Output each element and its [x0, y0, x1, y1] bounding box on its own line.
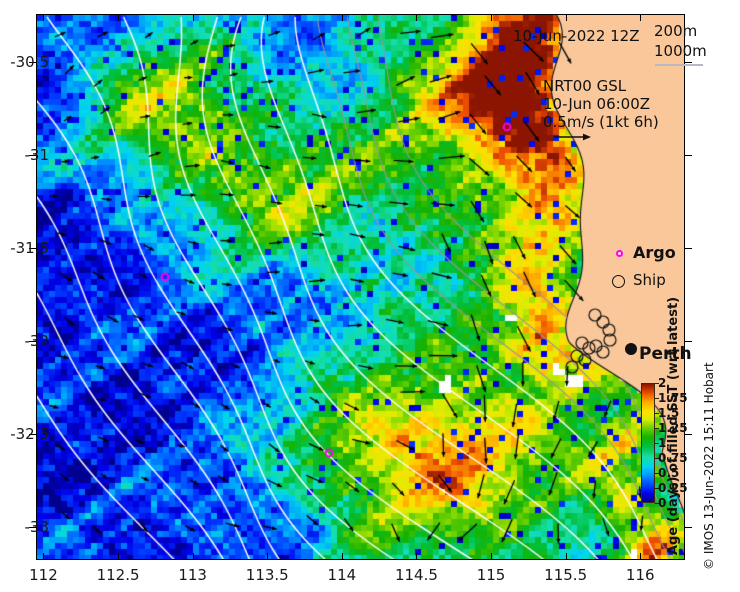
- credit-label: © IMOS 13-Jun-2022 15:11 Hobart: [702, 362, 716, 570]
- y-axis-tick: [685, 340, 692, 342]
- colorbar-tick: [655, 458, 659, 459]
- x-axis-tick: [640, 553, 642, 560]
- y-axis-tick: [29, 155, 36, 157]
- x-axis-label: 114: [327, 566, 357, 584]
- y-axis-tick: [685, 526, 692, 528]
- colorbar-tick: [655, 503, 659, 504]
- x-axis-tick: [192, 14, 194, 21]
- x-axis-label: 112.5: [96, 566, 140, 584]
- model-name-label: NRT00 GSL: [543, 77, 627, 95]
- colorbar-tick-label: 1.75: [658, 391, 688, 405]
- x-axis-tick: [267, 553, 269, 560]
- map-plot-area[interactable]: [36, 14, 685, 560]
- x-axis-tick: [43, 553, 45, 560]
- y-axis-label: -33: [24, 517, 50, 536]
- y-axis-tick: [29, 526, 36, 528]
- colorbar-tick: [655, 443, 659, 444]
- right-arrow-icon: [554, 133, 591, 141]
- y-axis-tick: [29, 248, 36, 249]
- sst-age-raster: [37, 15, 684, 559]
- x-axis-label: 112: [29, 566, 58, 584]
- scale-1000m-label: 1000m: [654, 42, 707, 60]
- vector-scale-label: 0.5m/s (1kt 6h): [543, 113, 659, 131]
- colorbar-tick-label: 0.5: [658, 466, 680, 480]
- x-axis-label: 114.5: [394, 566, 438, 584]
- y-axis-label: -31: [24, 146, 50, 165]
- x-axis-tick: [640, 14, 642, 21]
- y-axis-label: -32: [24, 331, 50, 350]
- y-axis-tick: [685, 62, 692, 64]
- x-axis-tick: [565, 14, 567, 21]
- y-axis-tick: [29, 62, 36, 64]
- x-axis-label: 116: [625, 566, 655, 584]
- colorbar: [641, 383, 655, 503]
- colorbar-tick: [655, 383, 659, 384]
- x-axis-label: 113.5: [245, 566, 289, 584]
- colorbar-tick: [655, 473, 659, 474]
- y-axis-tick: [29, 433, 36, 435]
- colorbar-tick: [655, 398, 659, 399]
- x-axis-tick: [565, 553, 567, 560]
- colorbar-tick-label: 1.5: [658, 406, 680, 420]
- x-axis-tick: [43, 14, 45, 21]
- ship-legend-label: Ship: [633, 271, 666, 289]
- colorbar-tick-label: 1.25: [658, 421, 688, 435]
- x-axis-tick: [416, 553, 418, 560]
- perth-city-label: Perth: [639, 344, 692, 364]
- perth-city-marker-icon: [625, 343, 637, 355]
- colorbar-tick-label: 2: [658, 376, 667, 390]
- y-axis-tick: [29, 340, 36, 342]
- colorbar-tick-label: 0.75: [658, 451, 688, 465]
- x-axis-tick: [192, 553, 194, 560]
- ship-marker-icon: [612, 275, 625, 288]
- y-axis-tick: [685, 433, 692, 435]
- y-axis-label: -32.5: [10, 424, 49, 443]
- colorbar-tick: [655, 488, 659, 489]
- argo-legend-label: Argo: [633, 243, 676, 262]
- colorbar-title: Age (days) of filled SST (wrt latest): [666, 296, 681, 555]
- x-axis-tick: [341, 553, 343, 560]
- y-axis-label: -30.5: [10, 53, 49, 72]
- model-time-label: 10-Jun 06:00Z: [543, 95, 651, 113]
- x-axis-tick: [118, 14, 120, 21]
- y-axis-tick: [685, 155, 692, 157]
- date-label: 10-Jun-2022 12Z: [513, 27, 640, 45]
- bathymetry-legend-line: [655, 64, 703, 66]
- y-axis-tick: [685, 248, 692, 249]
- x-axis-tick: [491, 553, 493, 560]
- colorbar-tick: [655, 413, 659, 414]
- y-axis-label: -31.5: [10, 239, 49, 257]
- x-axis-tick: [118, 553, 120, 560]
- x-axis-label: 115.5: [544, 566, 588, 584]
- x-axis-tick: [416, 14, 418, 21]
- x-axis-label: 113: [178, 566, 207, 584]
- x-axis-tick: [341, 14, 343, 21]
- colorbar-tick-label: 0: [658, 496, 667, 510]
- colorbar-tick-label: 1: [658, 436, 667, 450]
- argo-marker-icon: [616, 250, 623, 257]
- colorbar-tick-label: 0.25: [658, 481, 688, 495]
- x-axis-label: 115: [476, 566, 506, 584]
- scale-200m-label: 200m: [654, 22, 698, 40]
- x-axis-tick: [267, 14, 269, 21]
- x-axis-tick: [491, 14, 493, 21]
- colorbar-tick: [655, 428, 659, 429]
